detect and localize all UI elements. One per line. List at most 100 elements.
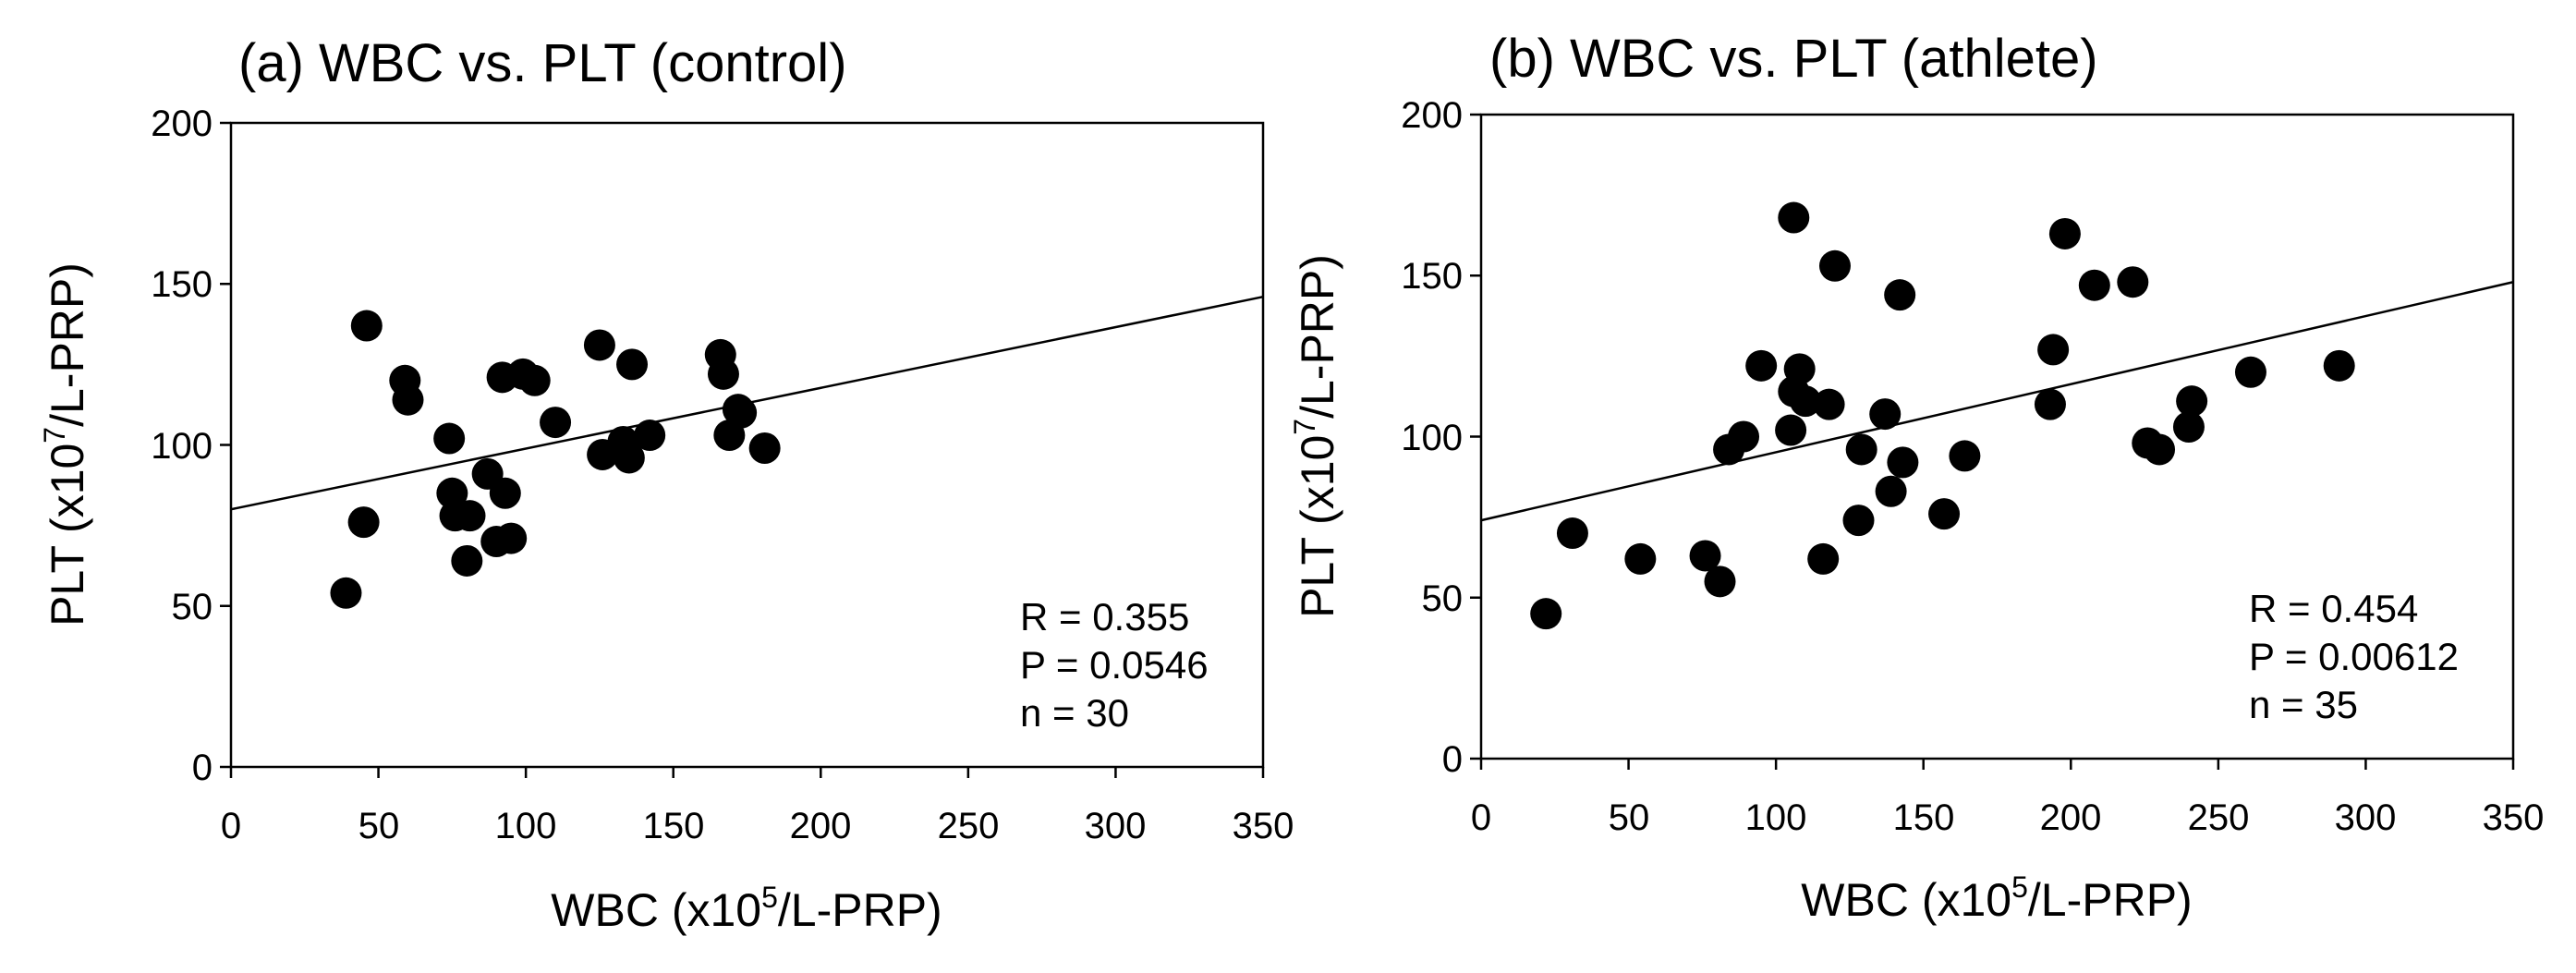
regression-line [230, 295, 1264, 511]
x-axis-label: WBC (x105/L-PRP) [551, 881, 942, 936]
x-tick-label: 200 [790, 806, 852, 846]
stat-p: P = 0.0546 [1020, 643, 1209, 687]
y-tick-label: 0 [1442, 739, 1463, 780]
x-tick-label: 350 [1233, 806, 1294, 846]
x-tick-label: 50 [1609, 797, 1650, 838]
data-point [634, 420, 666, 452]
y-tick-label: 150 [151, 264, 213, 305]
x-tick-label: 150 [643, 806, 705, 846]
data-point [583, 329, 615, 361]
data-point [2323, 349, 2355, 382]
data-point [433, 422, 466, 455]
stat-r: R = 0.454 [2249, 587, 2418, 630]
panel-control: (a) WBC vs. PLT (control) 0 50 100 150 2… [38, 33, 1294, 936]
data-point [1869, 398, 1902, 431]
data-point [1530, 598, 1562, 630]
data-point [1813, 388, 1845, 420]
data-point [454, 500, 486, 532]
data-point [1875, 475, 1907, 507]
y-tick-label: 200 [151, 103, 213, 144]
data-point [1745, 349, 1778, 382]
data-point [2234, 356, 2266, 388]
x-tick-label: 250 [2188, 797, 2250, 838]
x-tick-label: 100 [495, 806, 557, 846]
data-point [451, 544, 483, 577]
y-tick-label: 0 [192, 748, 213, 788]
data-point [2034, 388, 2066, 420]
data-points [330, 310, 781, 609]
data-point [540, 407, 572, 439]
data-point [1790, 385, 1822, 418]
data-point [1842, 505, 1875, 537]
data-point [613, 442, 645, 474]
x-tick-label: 0 [221, 806, 241, 846]
data-point [1689, 540, 1721, 572]
regression-line [1480, 281, 2514, 522]
data-point [392, 383, 424, 416]
data-point [2176, 385, 2208, 418]
y-axis-label: PLT (x107/L-PRP) [1288, 254, 1343, 618]
data-point [616, 348, 649, 381]
data-point [350, 310, 383, 342]
data-point [2048, 217, 2081, 249]
y-tick-label: 100 [1401, 418, 1463, 458]
stat-n: n = 30 [1020, 691, 1129, 735]
data-point [1818, 249, 1851, 282]
y-axis: 0 50 100 150 200 [151, 103, 213, 788]
data-point [1845, 433, 1877, 466]
data-point [748, 432, 781, 464]
y-axis-label: PLT (x107/L-PRP) [38, 262, 93, 626]
panel-athlete: (b) WBC vs. PLT (athlete) 0 50 100 150 2… [1288, 29, 2544, 926]
data-point [2172, 411, 2205, 444]
x-tick-label: 250 [938, 806, 1000, 846]
chart-title: (b) WBC vs. PLT (athlete) [1489, 29, 2098, 89]
chart-title: (a) WBC vs. PLT (control) [238, 33, 847, 93]
x-tick-label: 50 [358, 806, 400, 846]
data-point [1556, 517, 1588, 550]
data-point [347, 506, 380, 539]
x-axis: 0 50 100 150 200 250 300 350 [1471, 797, 2545, 838]
data-point [1807, 542, 1840, 575]
x-tick-label: 0 [1471, 797, 1491, 838]
data-points [1530, 201, 2355, 630]
data-point [1928, 498, 1961, 530]
x-axis: 0 50 100 150 200 250 300 350 [221, 806, 1294, 846]
y-tick-label: 150 [1401, 256, 1463, 297]
x-tick-label: 200 [2040, 797, 2102, 838]
data-point [330, 577, 362, 609]
data-point [495, 522, 528, 554]
data-point [2144, 433, 2176, 466]
data-point [1728, 420, 1760, 453]
data-point [1884, 279, 1916, 311]
data-point [518, 364, 551, 396]
data-point [1624, 542, 1657, 575]
x-tick-label: 100 [1745, 797, 1807, 838]
x-tick-label: 150 [1893, 797, 1955, 838]
y-tick-label: 50 [172, 587, 213, 627]
data-point [1949, 440, 1981, 472]
stat-r: R = 0.355 [1020, 595, 1189, 639]
data-point [489, 477, 521, 509]
data-point [1887, 446, 1919, 479]
data-point [2078, 269, 2110, 301]
stat-p: P = 0.00612 [2249, 635, 2459, 678]
data-point [1775, 414, 1807, 446]
stat-n: n = 35 [2249, 683, 2358, 726]
x-tick-label: 300 [1085, 806, 1147, 846]
data-point [707, 358, 739, 390]
y-tick-label: 100 [151, 426, 213, 467]
tick-marks [1470, 113, 2515, 770]
data-point [2117, 266, 2149, 298]
data-point [1778, 201, 1810, 234]
x-axis-label: WBC (x105/L-PRP) [1801, 870, 2192, 926]
data-point [1704, 566, 1736, 598]
x-tick-label: 350 [2483, 797, 2545, 838]
tick-marks [220, 121, 1265, 778]
y-tick-label: 200 [1401, 95, 1463, 136]
x-tick-label: 300 [2335, 797, 2397, 838]
data-point [1783, 353, 1816, 385]
y-axis: 0 50 100 150 200 [1401, 95, 1463, 780]
data-point [2037, 334, 2070, 366]
y-tick-label: 50 [1422, 578, 1464, 619]
